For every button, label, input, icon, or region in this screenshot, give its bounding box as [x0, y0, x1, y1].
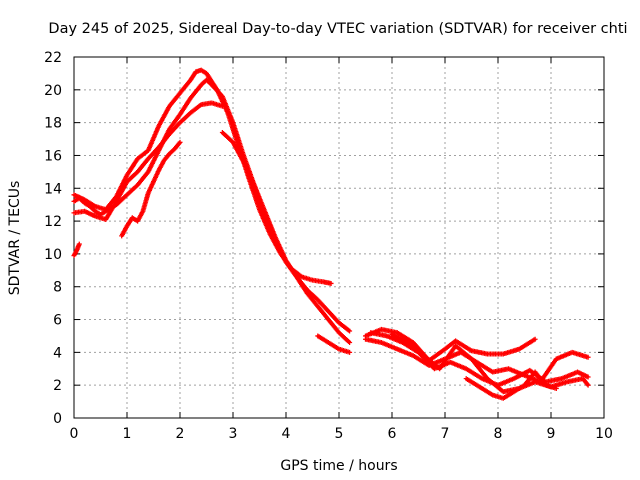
- sdtvar-chart: 0 1 2 3 4 5 6 7 8 9 100246810121416182022 Day 245 …: [0, 0, 640, 480]
- series-trace-7: [315, 333, 352, 354]
- y-tick-label: 8: [53, 280, 62, 296]
- y-tick-label: 22: [44, 50, 62, 66]
- x-tick-label: 10: [595, 426, 613, 442]
- x-tick-label: 3: [229, 426, 238, 442]
- y-tick-label: 10: [44, 247, 62, 263]
- y-tick-label: 12: [44, 214, 62, 230]
- x-tick-label: 5: [335, 426, 344, 442]
- x-axis-label: GPS time / hours: [280, 458, 397, 474]
- x-tick-label: 7: [441, 426, 450, 442]
- y-tick-label: 2: [53, 378, 62, 394]
- x-tick-label: 0: [70, 426, 79, 442]
- x-tick-label: 9: [547, 426, 556, 442]
- x-tick-label: 1: [123, 426, 132, 442]
- y-tick-label: 20: [44, 83, 62, 99]
- y-axis-label: SDTVAR / TECUs: [7, 181, 23, 296]
- x-tick-label: 4: [282, 426, 291, 442]
- series-trace-2: [72, 68, 334, 286]
- chart-title: Day 245 of 2025, Sidereal Day-to-day VTE…: [48, 21, 627, 37]
- grid-lines: [74, 57, 604, 418]
- y-tick-label: 16: [44, 148, 62, 164]
- x-tick-label: 2: [176, 426, 185, 442]
- y-tick-label: 6: [53, 313, 62, 329]
- y-tick-label: 18: [44, 116, 62, 132]
- y-tick-label: 0: [53, 411, 62, 427]
- x-tick-label: 8: [494, 426, 503, 442]
- x-tick-label: 6: [388, 426, 397, 442]
- y-tick-label: 4: [53, 345, 62, 361]
- y-tick-label: 14: [44, 181, 62, 197]
- series-trace-5: [72, 242, 82, 258]
- data-series: [72, 68, 591, 401]
